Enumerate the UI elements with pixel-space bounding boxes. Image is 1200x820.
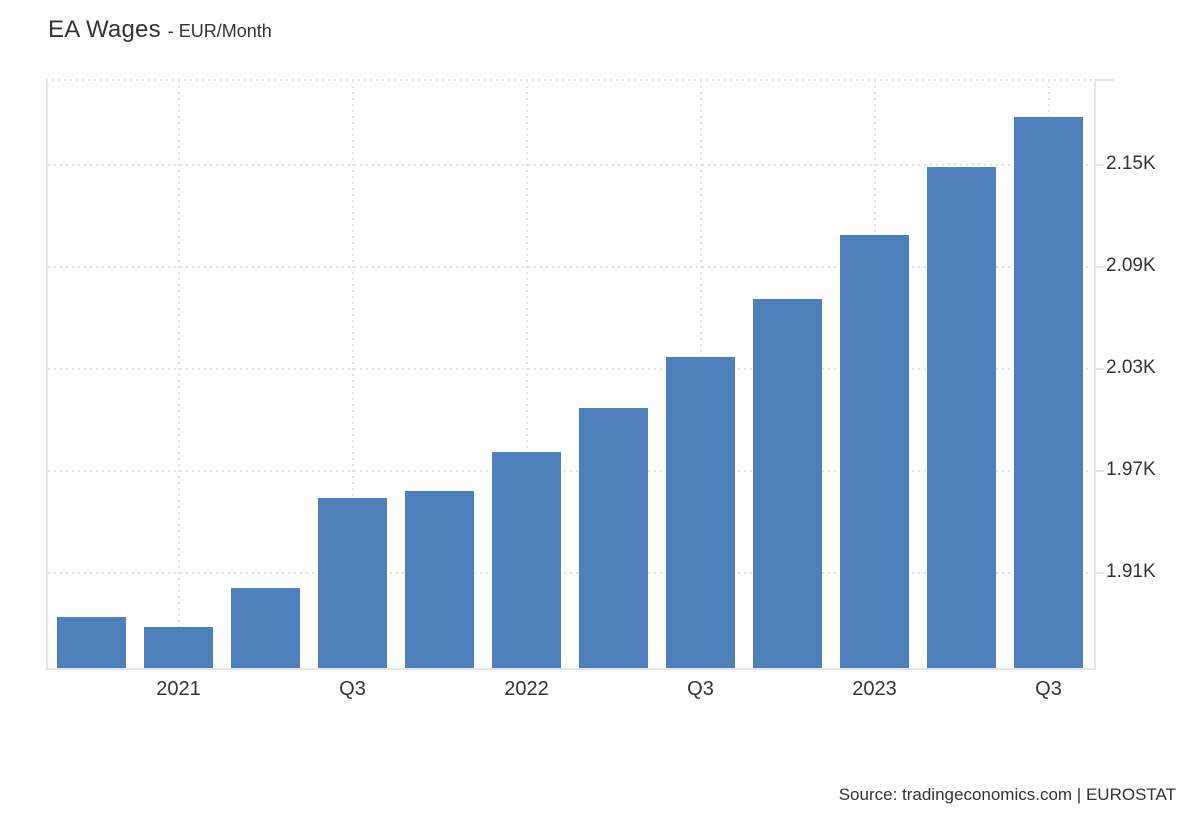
h-gridline [48,571,1092,574]
y-axis-tick-label: 2.09K [1106,254,1156,276]
y-axis-top-tick [1094,79,1114,81]
h-gridline [48,265,1092,268]
plot-border-left [46,79,48,668]
bar[interactable] [927,166,996,668]
h-gridline [48,367,1092,370]
x-axis-tick-label: Q3 [1035,678,1062,700]
bar[interactable] [57,617,126,668]
y-axis-tick [1094,163,1104,166]
x-axis-tick-label: 2022 [504,678,549,700]
x-axis-tick-label: 2021 [156,678,201,700]
chart-subtitle: - EUR/Month [167,21,272,41]
bar[interactable] [840,234,909,668]
chart-title: EA Wages [48,16,161,43]
bar[interactable] [1014,117,1083,668]
source-attribution: Source: tradingeconomics.com | EUROSTAT [838,785,1176,804]
bar[interactable] [579,407,648,668]
h-gridline [48,469,1092,472]
y-axis-tick-label: 2.15K [1106,152,1156,174]
v-gridline [177,80,180,666]
plot-border-top [46,79,1092,81]
y-axis-tick [1094,367,1104,370]
v-gridline [351,80,354,666]
bar[interactable] [318,498,387,668]
x-axis-tick-label: Q3 [339,678,366,700]
bar[interactable] [666,357,735,668]
y-axis-tick [1094,265,1104,268]
bar[interactable] [492,452,561,668]
x-axis-tick-label: Q3 [687,678,714,700]
h-gridline [48,163,1092,166]
bar[interactable] [144,627,213,668]
bar[interactable] [753,299,822,668]
bar[interactable] [405,491,474,668]
bar[interactable] [231,588,300,668]
chart-header: EA Wages - EUR/Month [48,16,272,44]
x-axis-tick-label: 2023 [852,678,897,700]
v-gridline [525,80,528,666]
y-axis-tick [1094,469,1104,472]
y-axis-tick-label: 2.03K [1106,356,1156,378]
y-axis-tick-label: 1.91K [1106,560,1156,582]
y-axis-tick [1094,571,1104,574]
y-axis-line [1094,79,1096,668]
y-axis-tick-label: 1.97K [1106,458,1156,480]
x-axis-line [46,668,1096,670]
